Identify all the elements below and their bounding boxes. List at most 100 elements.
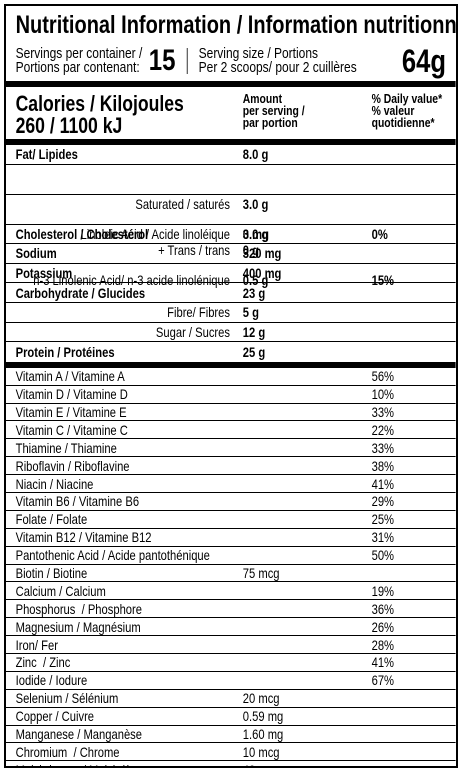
nutrient-name-line: + Trans / trans <box>158 241 230 258</box>
vitamin-row: Pantothenic Acid / Acide pantothénique 50… <box>6 547 456 565</box>
vitamin-amount: 1.60 mg <box>242 726 284 742</box>
vitamin-name: Vitamin B12 / Vitamine B12 <box>15 529 152 546</box>
vitamin-amount: 10 mcg <box>242 743 280 760</box>
amount-header-line: par portion <box>242 115 298 130</box>
vitamin-dv: 41% <box>371 654 395 671</box>
vitamin-row: Chromium / Chrome 10 mcg <box>6 743 456 762</box>
nutrient-amount: 0 mg <box>242 225 269 242</box>
vitamin-amount: 0.59 mg <box>242 708 284 725</box>
nutrient-amount: 23 g <box>242 284 266 301</box>
vitamin-amount: 75 mcg <box>242 564 280 581</box>
amount-header-line: Amount <box>242 91 283 106</box>
dv-header-line: % Daily value* <box>371 91 443 106</box>
nutrient-name-line: n-3 Linolenic Acid/ n-3 acide linoléniqu… <box>33 271 230 288</box>
vitamin-row: Vitamin D / Vitamine D 10% <box>6 386 456 404</box>
nutrient-row: Sodium 320 mg <box>6 244 456 264</box>
vitamin-dv: 28% <box>371 636 395 653</box>
servings-label-line: Portions par contenant: <box>15 59 140 76</box>
nutrient-row: Sugar / Sucres 12 g <box>6 323 456 343</box>
nutrient-amount-line: 3.0 g <box>242 195 269 212</box>
calories: Calories / Kilojoules 260 / 1100 kJ <box>16 87 243 137</box>
vitamins: Vitamin A / Vitamine A 56% Vitamin D / Vit… <box>6 368 456 766</box>
vitamin-row: Niacin / Niacine 41% <box>6 475 456 493</box>
vitamin-row: Vitamin A / Vitamine A 56% <box>6 368 456 386</box>
vitamin-row: Folate / Folate 25% <box>6 511 456 529</box>
vitamin-row: Magnesium / Magnésium 26% <box>6 618 456 637</box>
vitamin-row: Vitamin C / Vitamine C 22% <box>6 421 456 440</box>
vitamin-dv: 56% <box>371 368 395 385</box>
nutrient-name: Sugar / Sucres <box>155 323 230 340</box>
nutrient-amount: 3.0 g 0 g <box>243 165 372 289</box>
vitamin-dv: 67% <box>371 672 395 689</box>
vitamin-name: Copper / Cuivre <box>15 708 95 725</box>
vitamin-row: Vitamin B6 / Vitamine B6 29% <box>6 493 456 511</box>
vitamin-amount: 40 mcg <box>243 762 372 766</box>
nutrient-row: Protein / Protéines 25 g <box>6 342 456 362</box>
vitamin-row: Vitamin E / Vitamine E 33% <box>6 404 456 422</box>
nutrients: Fat/ Lipides 8.0 g Saturated / saturés +… <box>6 145 456 368</box>
nutrient-name: Linoleic Acid / Acide linoléique n-3 Lin… <box>16 195 243 319</box>
vitamin-row: Copper / Cuivre 0.59 mg <box>6 708 456 726</box>
nutrient-row: Saturated / saturés + Trans / trans 3.0 … <box>6 165 456 288</box>
nutrient-row: Linoleic Acid / Acide linoléique n-3 Lin… <box>6 195 456 287</box>
vitamin-row: Vitamin B12 / Vitamine B12 31% <box>6 529 456 547</box>
vitamin-name: Molybdenum / Molybdène <box>16 762 243 766</box>
vitamin-name: Calcium / Calcium <box>15 582 106 599</box>
vitamin-row: Manganese / Manganèse 1.60 mg <box>6 726 456 744</box>
nutrient-name: Saturated / saturés + Trans / trans <box>16 165 243 289</box>
serving-size-line: Per 2 scoops/ pour 2 cuillères <box>198 59 357 76</box>
vitamin-name: Vitamin D / Vitamine D <box>15 386 128 403</box>
vitamin-row: Selenium / Sélénium 20 mcg <box>6 690 456 708</box>
nutrient-row: Carbohydrate / Glucides 23 g <box>6 283 456 303</box>
nutrient-dv: 0% <box>371 225 388 242</box>
nutrient-amount: 8.0 g <box>242 146 269 163</box>
vitamin-name: Riboflavin / Riboflavine <box>15 457 130 474</box>
vitamin-row: Thiamine / Thiamine 33% <box>6 439 456 458</box>
amount-header: Amount per serving / par portion <box>243 87 372 129</box>
vitamin-name: Vitamin C / Vitamine C <box>15 421 128 438</box>
dv-header: % Daily value* % valeur quotidienne* <box>372 87 456 129</box>
vitamin-name: Vitamin B6 / Vitamine B6 <box>15 493 140 510</box>
vitamin-name: Pantothenic Acid / Acide pantothénique <box>15 547 210 564</box>
vitamin-row: Riboflavin / Riboflavine 38% <box>6 457 456 476</box>
nutrient-name: Fat/ Lipides <box>15 146 78 163</box>
vitamin-name: Manganese / Manganèse <box>15 726 143 742</box>
vitamin-dv: 31% <box>371 529 395 546</box>
vitamin-name: Magnesium / Magnésium <box>15 618 141 635</box>
vitamin-name: Biotin / Biotine <box>15 564 88 581</box>
nutrient-name-line: Saturated / saturés <box>135 195 230 212</box>
nutrient-amount-line: 0 g <box>242 241 259 258</box>
servings-label: Servings per container / Portions par co… <box>15 45 143 76</box>
vitamin-row: Iron/ Fer 28% <box>6 636 456 654</box>
nutrient-amount: 320 mg <box>242 245 282 262</box>
vitamin-name: Vitamin E / Vitamine E <box>15 403 127 420</box>
vitamin-dv: 50% <box>371 547 395 564</box>
nutrient-name-line: Linoleic Acid / Acide linoléique <box>80 225 230 242</box>
vitamin-row: Iodide / Iodure 67% <box>6 672 456 690</box>
calories-block: Calories / Kilojoules 260 / 1100 kJ Amou… <box>6 87 456 145</box>
vitamin-dv: 26% <box>371 618 395 635</box>
serving-size-value: 64g <box>401 43 446 79</box>
nutrient-name: Protein / Protéines <box>15 343 115 360</box>
vitamin-dv: 36% <box>371 600 395 617</box>
vitamin-name: Thiamine / Thiamine <box>15 439 117 456</box>
servings-value: 15 <box>148 44 176 77</box>
nutrient-amount-line: 0.5 g <box>242 271 269 288</box>
nutrient-row: Fat/ Lipides 8.0 g <box>6 145 456 165</box>
vitamin-row: Phosphorus / Phosphore 36% <box>6 600 456 619</box>
amount-header-line: per serving / <box>242 103 305 118</box>
serving-size-label: Serving size / Portions Per 2 scoops/ po… <box>198 46 357 76</box>
vitamin-name: Selenium / Sélénium <box>15 690 119 707</box>
label-content: Nutritional Information / Information nu… <box>6 6 456 766</box>
vitamin-dv: 41% <box>371 475 395 492</box>
vitamin-name: Chromium / Chrome <box>15 743 120 760</box>
servings-label-line: Servings per container / <box>15 45 143 62</box>
dv-header-line: quotidienne* <box>371 115 435 130</box>
nutrient-amount: 400 mg <box>242 265 282 282</box>
vitamin-row: Biotin / Biotine 75 mcg <box>6 565 456 583</box>
vitamin-dv: 38% <box>371 457 395 474</box>
dv-header-line: % valeur <box>371 103 415 118</box>
nutrient-amount: 25 g <box>242 343 266 360</box>
nutrient-amount-line: 3.0 g <box>242 225 269 242</box>
